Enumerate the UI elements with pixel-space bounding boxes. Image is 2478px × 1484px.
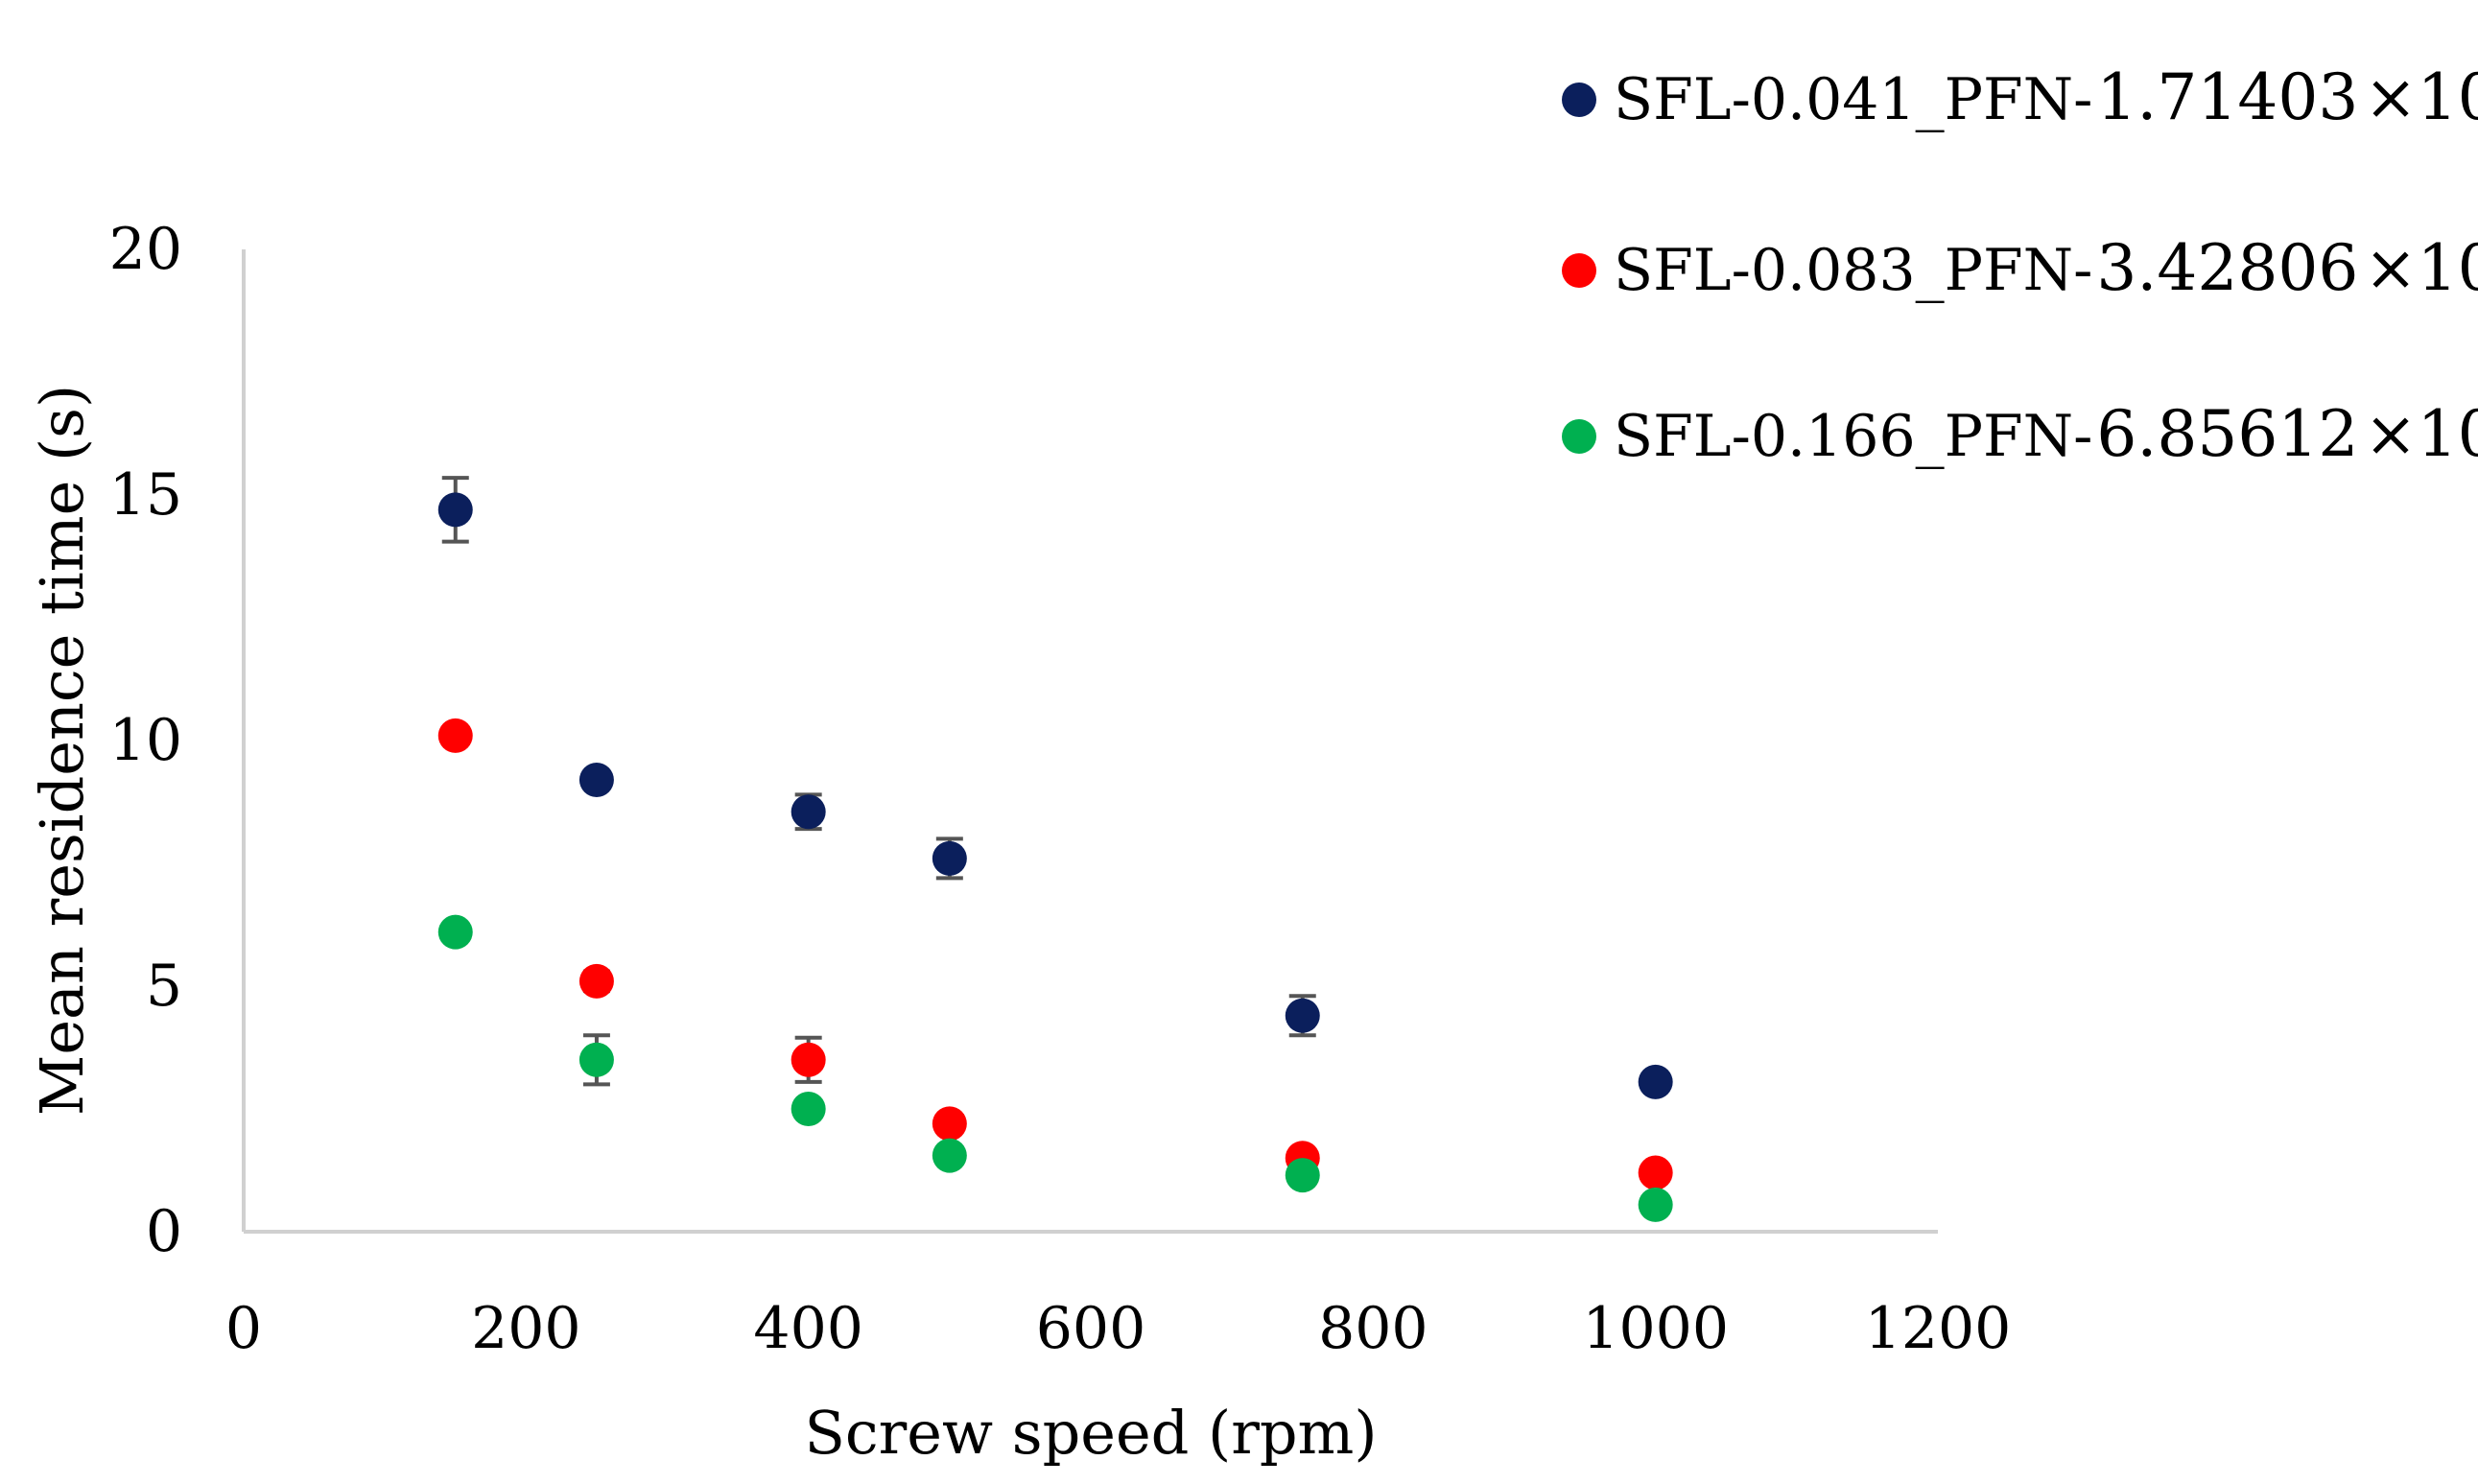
data-point xyxy=(437,914,473,950)
x-tick-label: 0 xyxy=(225,1295,262,1362)
data-point xyxy=(437,492,473,528)
legend-item: SFL-0.083_PFN-3.42806×10−5 xyxy=(1562,221,2478,305)
x-tick-label: 1200 xyxy=(1865,1295,2012,1362)
y-tick-label: 5 xyxy=(146,953,182,1020)
legend-item: SFL-0.166_PFN-6.85612×10−5 xyxy=(1562,387,2478,471)
x-tick-label: 600 xyxy=(1036,1295,1146,1362)
data-point xyxy=(578,762,614,797)
legend-marker xyxy=(1562,419,1596,454)
y-axis-title: Mean residence time (s) xyxy=(27,385,97,1116)
data-point xyxy=(578,963,614,999)
data-point xyxy=(791,1092,826,1126)
legend-prefix: SFL-0.041_PFN- xyxy=(1614,66,2092,133)
legend-times: ×10 xyxy=(2364,397,2478,471)
data-point xyxy=(932,840,967,876)
tick-labels: 0 200 400 600 800 1000 1200 0 5 10 15 20 xyxy=(109,216,2012,1362)
data-point xyxy=(1285,1158,1320,1193)
x-tick-label: 1000 xyxy=(1582,1295,1729,1362)
data-point xyxy=(791,794,826,830)
data-point xyxy=(437,718,473,753)
data-point xyxy=(1638,1064,1673,1099)
legend-marker xyxy=(1562,82,1596,117)
legend-mantissa: 1.71403 xyxy=(2096,60,2358,134)
data-point xyxy=(932,1138,967,1173)
legend-item: SFL-0.041_PFN-1.71403×10−5 xyxy=(1562,50,2478,134)
legend-prefix: SFL-0.083_PFN- xyxy=(1614,237,2092,304)
data-point xyxy=(578,1042,614,1077)
legend-mantissa: 3.42806 xyxy=(2096,231,2358,305)
x-tick-label: 800 xyxy=(1318,1295,1428,1362)
legend-marker xyxy=(1562,253,1596,288)
legend-prefix: SFL-0.166_PFN- xyxy=(1614,403,2092,470)
legend-label: SFL-0.041_PFN-1.71403×10−5 xyxy=(1614,50,2478,134)
legend: SFL-0.041_PFN-1.71403×10−5 SFL-0.083_PFN-… xyxy=(1562,50,2478,471)
data-point xyxy=(791,1042,826,1077)
legend-label: SFL-0.083_PFN-3.42806×10−5 xyxy=(1614,221,2478,305)
error-bars xyxy=(441,476,1669,1212)
x-tick-label: 400 xyxy=(753,1295,863,1362)
y-tick-label: 0 xyxy=(146,1198,182,1265)
legend-times: ×10 xyxy=(2364,60,2478,134)
axes xyxy=(242,249,1938,1234)
y-tick-label: 15 xyxy=(109,461,182,529)
data-point xyxy=(1638,1155,1673,1190)
legend-mantissa: 6.85612 xyxy=(2096,397,2358,471)
legend-times: ×10 xyxy=(2364,231,2478,305)
legend-label: SFL-0.166_PFN-6.85612×10−5 xyxy=(1614,387,2478,471)
data-point xyxy=(1285,998,1320,1033)
y-tick-label: 10 xyxy=(109,707,182,774)
data-points xyxy=(437,492,1673,1222)
x-tick-label: 200 xyxy=(471,1295,581,1362)
x-axis-title: Screw speed (rpm) xyxy=(804,1398,1377,1468)
y-tick-label: 20 xyxy=(109,216,182,283)
data-point xyxy=(1638,1187,1673,1222)
data-point xyxy=(932,1106,967,1142)
